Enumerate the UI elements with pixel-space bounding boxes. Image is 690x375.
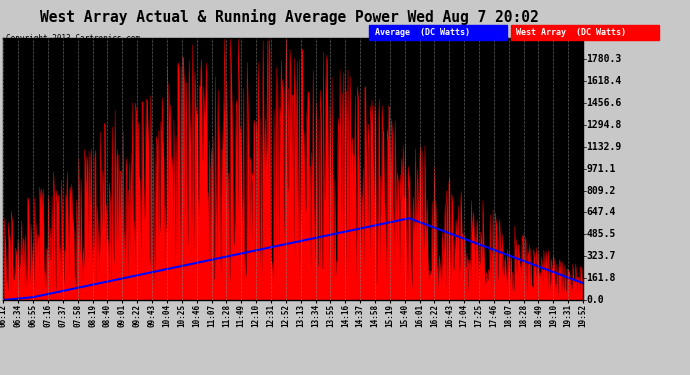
Text: 1294.8: 1294.8 — [586, 120, 622, 130]
Text: 647.4: 647.4 — [586, 207, 616, 218]
Text: 1780.3: 1780.3 — [586, 54, 622, 64]
Text: 1132.9: 1132.9 — [586, 142, 622, 152]
Text: 1942.1: 1942.1 — [586, 33, 622, 42]
Text: 1618.4: 1618.4 — [586, 76, 622, 86]
Text: 809.2: 809.2 — [586, 186, 616, 196]
Text: 1456.6: 1456.6 — [586, 98, 622, 108]
Text: 161.8: 161.8 — [586, 273, 616, 283]
Text: Copyright 2013 Cartronics.com: Copyright 2013 Cartronics.com — [6, 34, 139, 43]
Text: 971.1: 971.1 — [586, 164, 616, 174]
Text: West Array  (DC Watts): West Array (DC Watts) — [516, 28, 626, 37]
Text: 0.0: 0.0 — [586, 295, 604, 305]
Text: West Array Actual & Running Average Power Wed Aug 7 20:02: West Array Actual & Running Average Powe… — [41, 9, 539, 26]
Text: Average  (DC Watts): Average (DC Watts) — [375, 28, 470, 37]
Text: 323.7: 323.7 — [586, 251, 616, 261]
Text: 485.5: 485.5 — [586, 230, 616, 239]
